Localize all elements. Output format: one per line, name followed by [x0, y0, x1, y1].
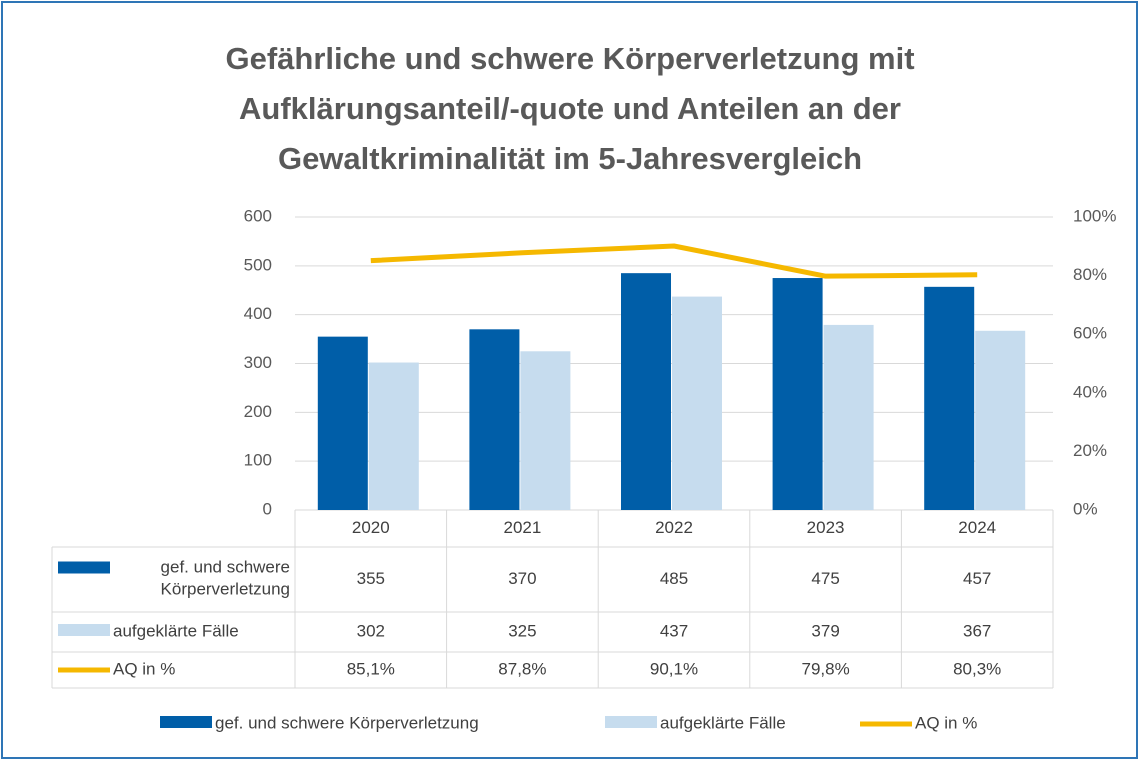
- bar: [469, 329, 520, 510]
- bar: [317, 336, 368, 510]
- x-tick-label: 2020: [352, 518, 390, 537]
- line: [370, 243, 978, 279]
- table-cell: 379: [811, 621, 839, 640]
- table-cell: 325: [508, 621, 536, 640]
- y2-tick-label: 20%: [1073, 441, 1107, 460]
- bar: [621, 273, 671, 510]
- bar: [772, 278, 823, 510]
- legend-label: gef. und schwere Körperverletzung: [215, 713, 479, 732]
- legend-label: AQ in %: [915, 713, 977, 732]
- y2-tick-label: 80%: [1073, 265, 1107, 284]
- table-cell: 367: [963, 621, 991, 640]
- bar: [520, 351, 571, 510]
- legend-key: [605, 716, 657, 728]
- table-cell: 79,8%: [801, 659, 849, 678]
- table-cell: 302: [357, 621, 385, 640]
- x-tick-label: 2024: [958, 518, 996, 537]
- table-legend-key: [58, 624, 110, 636]
- table-row-label: AQ in %: [113, 659, 175, 678]
- table-legend-key: [58, 561, 110, 574]
- table-cell: 87,8%: [498, 659, 546, 678]
- table-cell: 475: [811, 569, 839, 588]
- bar: [368, 362, 419, 510]
- y-tick-label: 300: [244, 353, 272, 372]
- table-cell: 485: [660, 569, 688, 588]
- table-cell: 90,1%: [650, 659, 698, 678]
- y-tick-label: 0: [263, 499, 272, 518]
- y-tick-label: 200: [244, 402, 272, 421]
- chart-title: Gefährliche und schwere Körperverletzung…: [225, 41, 915, 176]
- y-tick-label: 400: [244, 304, 272, 323]
- table-cell: 370: [508, 569, 536, 588]
- table-cell: 80,3%: [953, 659, 1001, 678]
- y2-tick-label: 0%: [1073, 499, 1098, 518]
- table-cell: 355: [357, 569, 385, 588]
- table-row-label: aufgeklärte Fälle: [113, 621, 239, 640]
- bar: [924, 286, 975, 510]
- y-tick-label: 100: [244, 451, 272, 470]
- x-tick-label: 2022: [655, 518, 693, 537]
- y2-tick-label: 60%: [1073, 324, 1107, 343]
- table-cell: 437: [660, 621, 688, 640]
- table-row-label: gef. und schwere Körperverletzung: [161, 558, 290, 599]
- x-tick-label: 2023: [807, 518, 845, 537]
- table-cell: 457: [963, 569, 991, 588]
- legend-key: [160, 716, 212, 728]
- x-tick-label: 2021: [503, 518, 541, 537]
- bar: [823, 324, 874, 510]
- bar: [975, 330, 1026, 510]
- table-cell: 85,1%: [347, 659, 395, 678]
- bar: [672, 296, 722, 510]
- y-tick-label: 600: [244, 206, 272, 225]
- legend-label: aufgeklärte Fälle: [660, 713, 786, 732]
- y2-tick-label: 100%: [1073, 206, 1116, 225]
- y-tick-label: 500: [244, 255, 272, 274]
- y2-tick-label: 40%: [1073, 382, 1107, 401]
